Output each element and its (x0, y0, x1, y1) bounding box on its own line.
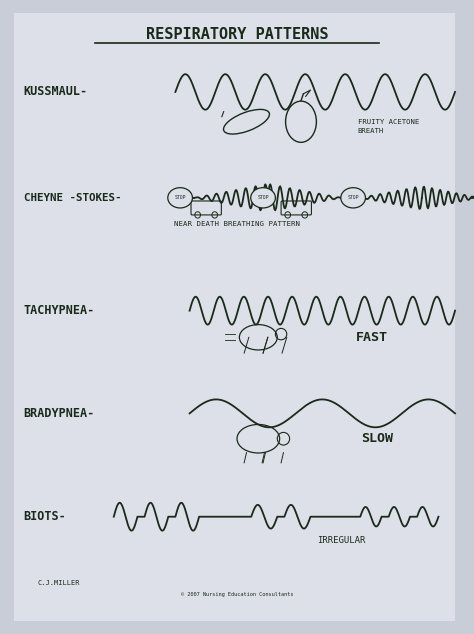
Text: FRUITY ACETONE: FRUITY ACETONE (358, 119, 419, 125)
Text: BREATH: BREATH (358, 128, 384, 134)
Text: C.J.MILLER: C.J.MILLER (38, 580, 81, 586)
Ellipse shape (341, 188, 365, 208)
Text: STOP: STOP (174, 195, 186, 200)
Text: FAST: FAST (356, 331, 388, 344)
Text: TACHYPNEA-: TACHYPNEA- (24, 304, 95, 317)
Text: STOP: STOP (257, 195, 269, 200)
FancyBboxPatch shape (14, 13, 455, 621)
Text: © 2007 Nursing Education Consultants: © 2007 Nursing Education Consultants (181, 592, 293, 597)
Ellipse shape (251, 188, 275, 208)
Text: BIOTS-: BIOTS- (24, 510, 66, 523)
Text: NEAR DEATH BREATHING PATTERN: NEAR DEATH BREATHING PATTERN (174, 221, 300, 228)
Text: SLOW: SLOW (361, 432, 393, 445)
Text: STOP: STOP (347, 195, 359, 200)
Text: BRADYPNEA-: BRADYPNEA- (24, 407, 95, 420)
Text: IRREGULAR: IRREGULAR (317, 536, 365, 545)
Ellipse shape (168, 188, 192, 208)
Text: KUSSMAUL-: KUSSMAUL- (24, 86, 88, 98)
Text: CHEYNE -STOKES-: CHEYNE -STOKES- (24, 193, 121, 203)
Text: RESPIRATORY PATTERNS: RESPIRATORY PATTERNS (146, 27, 328, 42)
